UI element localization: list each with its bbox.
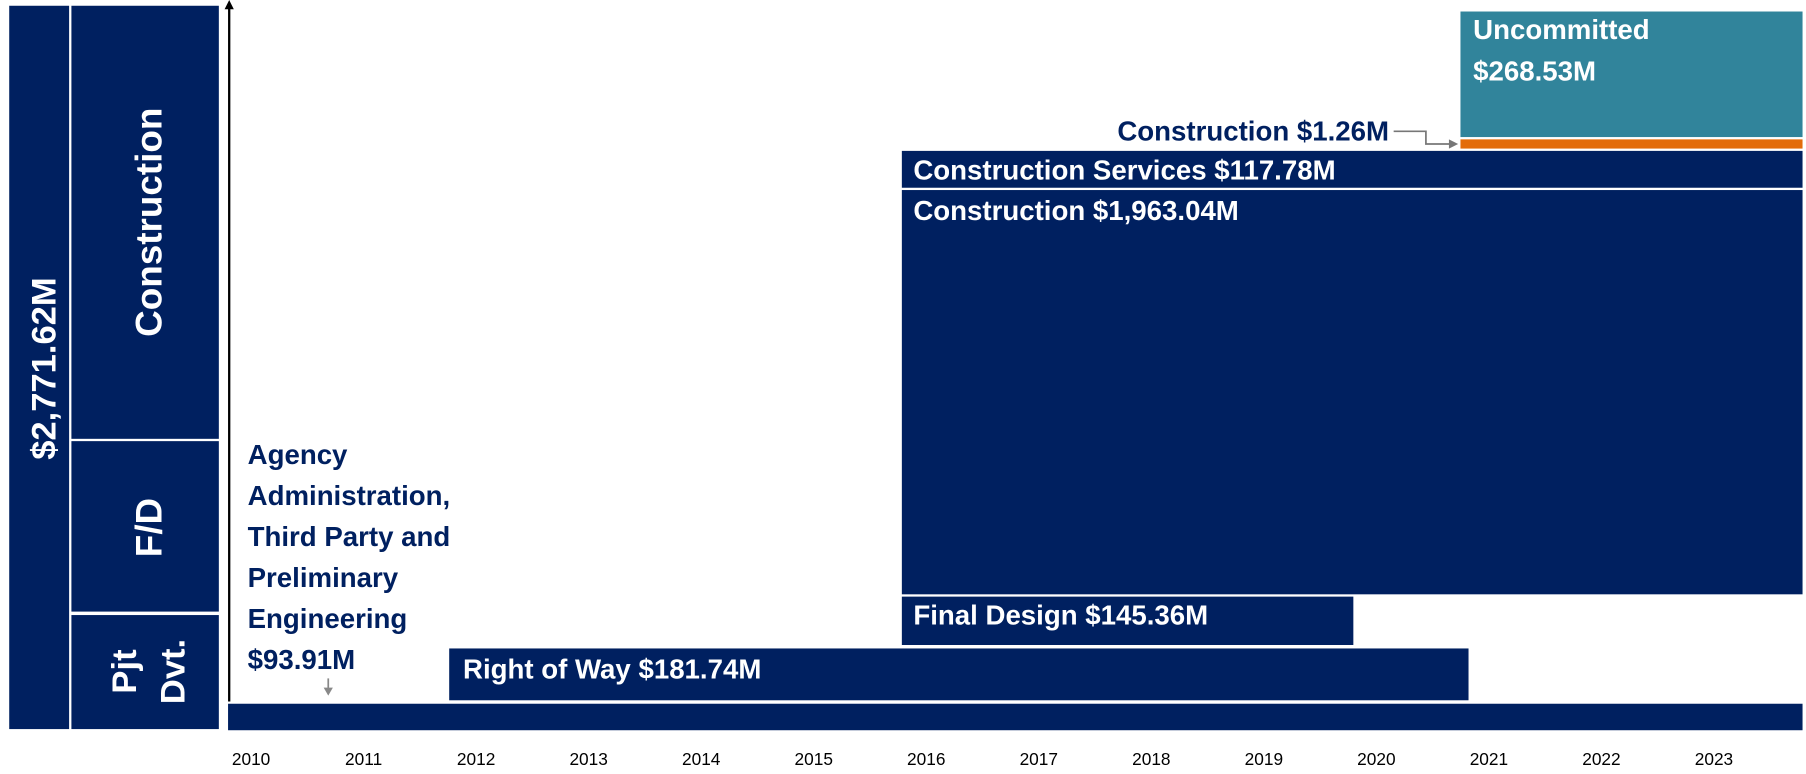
final-design-bar [901,596,1354,645]
agency-bar [228,703,1803,731]
agency-line: Preliminary [248,562,399,593]
construction-bar [901,190,1803,595]
axis-arrow [224,0,234,10]
right-of-way-bar [449,648,1469,701]
bar-label: Construction $1,963.04M [913,195,1238,226]
connector-arrow [1448,139,1459,149]
year-label: 2022 [1582,749,1620,769]
construction-panel [71,5,219,439]
phase-label: Pjt [106,649,144,694]
year-label: 2013 [569,749,607,769]
connector [1393,130,1454,145]
construction-small-bar [1460,139,1803,149]
agency-line: Agency [248,439,348,470]
year-label: 2023 [1695,749,1733,769]
year-label: 2016 [907,749,945,769]
fd-panel [71,441,219,612]
agency-line: $93.91M [248,644,356,675]
total-panel [9,5,70,730]
bar-label: Uncommitted [1473,14,1650,45]
construction-services-bar [901,150,1803,188]
year-label: 2015 [795,749,833,769]
uncommitted-bar [1460,11,1803,138]
pd-panel [71,615,219,730]
bar-label: Final Design $145.36M [913,599,1208,630]
agency-line: Engineering [248,603,408,634]
phase-label: Construction [128,108,169,337]
year-label: 2019 [1245,749,1283,769]
year-label: 2018 [1132,749,1170,769]
year-label: 2014 [682,749,721,769]
agency-line: Administration, [248,480,451,511]
agency-line: Third Party and [248,521,451,552]
bar-label: $268.53M [1473,56,1596,87]
agency-label: Agency Administration, Third Party and Prel… [248,439,451,675]
phase-label: Dvt. [154,639,192,704]
year-label: 2012 [457,749,495,769]
bar-label: Construction $1.26M [1117,116,1389,147]
bar-label: Construction Services $117.78M [913,155,1335,186]
year-label: 2020 [1357,749,1395,769]
agency-arrow-head [323,687,333,696]
year-label: 2011 [345,749,382,769]
year-label: 2017 [1020,749,1058,769]
year-axis: 2010 2011 2012 2013 2014 2015 2016 2017 2018 2019… [232,749,1733,769]
phase-label: F/D [128,498,169,557]
total-label: $2,771.62M [25,277,63,459]
bar-label: Right of Way $181.74M [463,653,761,684]
year-label: 2010 [232,749,270,769]
year-label: 2021 [1470,749,1508,769]
